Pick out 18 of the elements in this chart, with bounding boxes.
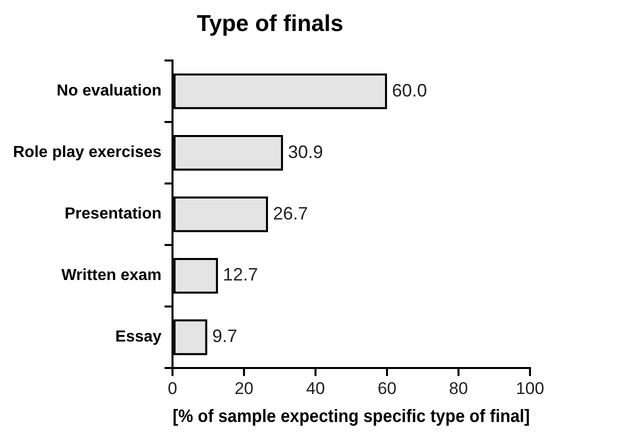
x-axis-title: [% of sample expecting specific type of final] [172, 406, 530, 426]
chart-title: Type of finals [196, 10, 344, 36]
y-tick-label: Written exam [61, 267, 162, 284]
x-tick-label: 0 [168, 378, 178, 398]
data-label: 12.7 [222, 264, 258, 285]
data-label: 26.7 [272, 203, 308, 224]
data-label: 9.7 [212, 326, 238, 346]
y-tick-label: Presentation [64, 206, 162, 223]
y-tick-label: Role play exercises [12, 144, 162, 162]
x-tick-label: 60 [378, 378, 396, 398]
x-tick-label: 80 [449, 378, 468, 398]
data-label: 30.9 [288, 142, 324, 162]
y-tick-label: No evaluation [56, 82, 162, 100]
data-label: 60.0 [392, 80, 428, 100]
x-tick-label: 100 [516, 378, 544, 398]
y-tick-label: Essay [115, 328, 162, 346]
x-tick-label: 40 [306, 378, 325, 398]
x-tick-label: 20 [234, 378, 254, 398]
